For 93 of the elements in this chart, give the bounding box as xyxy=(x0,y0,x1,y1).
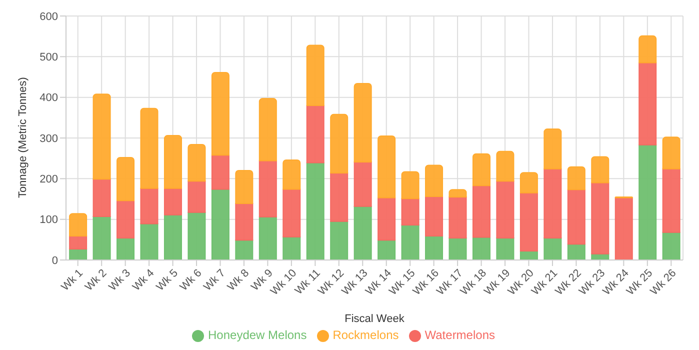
y-tick-label: 0 xyxy=(52,254,58,267)
bar xyxy=(140,223,158,260)
bar xyxy=(140,188,158,224)
bar xyxy=(448,189,467,198)
x-tick-label: Wk 5 xyxy=(154,267,180,294)
x-tick-label: Wk 4 xyxy=(130,267,157,294)
bar xyxy=(378,240,396,260)
bar xyxy=(591,156,610,184)
bar xyxy=(567,189,586,245)
bar xyxy=(544,128,562,170)
bar xyxy=(401,171,420,200)
bar xyxy=(614,197,633,260)
bar xyxy=(164,188,182,216)
bar xyxy=(354,83,372,162)
bar xyxy=(401,224,420,260)
y-tick-label: 300 xyxy=(40,132,58,145)
bar xyxy=(164,214,182,260)
y-axis-title: Tonnage (Metric Tonnes) xyxy=(16,77,29,198)
bar xyxy=(472,153,490,186)
bar xyxy=(235,240,254,260)
bar xyxy=(330,114,348,174)
bar xyxy=(354,161,372,207)
bar xyxy=(306,104,324,164)
legend-label: Watermelons xyxy=(424,328,495,342)
bar xyxy=(425,236,444,260)
bar xyxy=(211,154,230,190)
bar xyxy=(544,238,562,260)
bar xyxy=(638,62,657,146)
bar xyxy=(306,44,324,106)
bar xyxy=(662,136,680,170)
bar xyxy=(116,157,135,202)
bar xyxy=(235,170,254,204)
bar xyxy=(472,236,490,260)
bar xyxy=(401,198,420,226)
bar xyxy=(69,236,88,250)
bar xyxy=(662,232,680,260)
bar xyxy=(282,236,301,260)
bar xyxy=(567,166,586,190)
bar xyxy=(92,94,111,180)
x-tick-label: Wk 3 xyxy=(106,267,133,294)
x-tick-label: Wk 7 xyxy=(202,267,228,294)
bar xyxy=(354,206,372,260)
bar xyxy=(188,180,206,213)
x-tick-label: Wk 6 xyxy=(178,267,204,294)
bar xyxy=(258,216,277,260)
y-tick-label: 600 xyxy=(40,10,58,23)
bar xyxy=(140,108,158,189)
bar xyxy=(472,185,490,238)
bar xyxy=(188,144,206,182)
bar xyxy=(92,178,111,217)
bar xyxy=(211,72,230,156)
x-axis-title: Fiscal Week xyxy=(344,313,405,325)
bar xyxy=(520,172,538,194)
bar xyxy=(164,135,182,189)
x-tick-label: Wk 1 xyxy=(59,267,86,294)
x-tick-label: Wk 8 xyxy=(225,267,252,294)
bar xyxy=(69,213,88,237)
bar xyxy=(378,135,396,198)
bar xyxy=(662,168,680,233)
bar xyxy=(638,144,657,260)
bar xyxy=(520,192,538,252)
bar xyxy=(496,180,514,239)
bar xyxy=(235,202,254,241)
bar xyxy=(425,196,444,237)
bar xyxy=(188,212,206,260)
legend-label: Rockmelons xyxy=(332,328,399,342)
bar xyxy=(306,162,324,260)
bar xyxy=(92,216,111,260)
legend-label: Honeydew Melons xyxy=(208,328,307,342)
bar xyxy=(258,160,277,218)
bar xyxy=(591,182,610,254)
bar xyxy=(425,164,444,198)
y-tick-label: 100 xyxy=(40,214,58,226)
bar xyxy=(448,238,467,260)
bar xyxy=(330,172,348,222)
bar xyxy=(544,168,562,239)
bar xyxy=(211,188,230,260)
bar xyxy=(330,220,348,260)
y-tick-label: 400 xyxy=(40,92,58,104)
bar xyxy=(258,98,277,162)
y-tick-label: 500 xyxy=(40,52,58,64)
bar xyxy=(282,188,301,238)
y-tick-label: 200 xyxy=(40,174,58,186)
bar xyxy=(496,150,514,182)
bar xyxy=(638,35,657,64)
bar xyxy=(282,159,301,190)
bar xyxy=(378,197,396,241)
bar xyxy=(567,244,586,260)
bar xyxy=(448,196,467,239)
bar xyxy=(496,238,514,260)
bar xyxy=(116,238,135,260)
x-tick-label: Wk 2 xyxy=(83,267,110,294)
bar xyxy=(116,200,135,239)
